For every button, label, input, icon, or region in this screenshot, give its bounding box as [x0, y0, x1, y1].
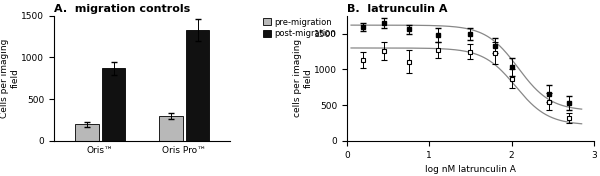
Y-axis label: cells per imaging
field: cells per imaging field: [293, 39, 313, 117]
Bar: [75, 124, 98, 141]
Legend: pre-migration, post-migration: pre-migration, post-migration: [263, 17, 336, 38]
Bar: [159, 116, 182, 141]
Y-axis label: Cells per imaging
field: Cells per imaging field: [1, 39, 20, 118]
Bar: [186, 30, 209, 141]
X-axis label: log nM latrunculin A: log nM latrunculin A: [425, 165, 516, 174]
Text: B.  latrunculin A: B. latrunculin A: [347, 4, 448, 14]
Bar: [102, 68, 125, 141]
Text: A.  migration controls: A. migration controls: [54, 4, 190, 14]
